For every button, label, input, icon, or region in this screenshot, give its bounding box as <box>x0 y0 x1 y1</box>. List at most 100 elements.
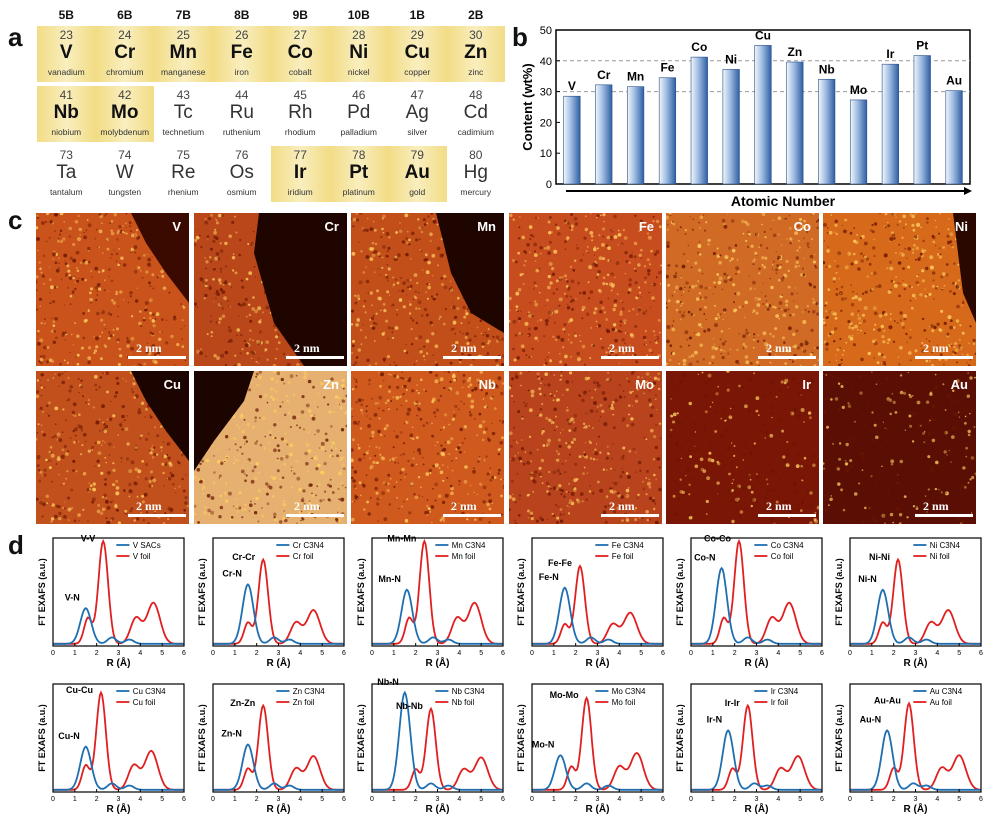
map-speckle <box>961 498 964 501</box>
map-speckle <box>907 351 912 355</box>
map-speckle <box>231 220 235 224</box>
map-speckle <box>492 380 495 383</box>
map-speckle <box>763 480 765 483</box>
map-speckle <box>733 454 736 457</box>
map-speckle <box>353 484 357 489</box>
map-speckle <box>840 309 843 312</box>
map-speckle <box>151 256 153 258</box>
bar <box>754 45 772 185</box>
map-speckle <box>610 283 615 288</box>
map-speckle <box>138 321 142 326</box>
map-speckle <box>673 513 676 516</box>
map-speckle <box>509 385 512 390</box>
map-speckle <box>772 305 775 309</box>
map-speckle <box>422 457 424 459</box>
map-speckle <box>919 380 922 383</box>
map-speckle <box>367 450 369 452</box>
map-speckle <box>655 341 658 344</box>
map-speckle <box>36 437 38 441</box>
map-speckle <box>297 415 300 418</box>
map-speckle <box>355 379 358 381</box>
map-speckle <box>41 221 45 225</box>
bar <box>881 63 899 185</box>
map-speckle <box>241 285 245 289</box>
map-speckle <box>331 441 335 444</box>
map-speckle <box>740 485 744 489</box>
map-speckle <box>387 355 390 359</box>
map-speckle <box>548 262 553 266</box>
map-speckle <box>866 275 869 278</box>
map-speckle <box>650 249 653 253</box>
map-speckle <box>402 281 406 286</box>
map-speckle <box>809 353 813 357</box>
map-speckle <box>123 231 126 235</box>
map-speckle <box>527 327 531 331</box>
map-speckle <box>404 519 409 523</box>
map-speckle <box>889 266 894 271</box>
map-speckle <box>655 219 660 224</box>
atomic-number: 77 <box>293 148 307 162</box>
map-speckle <box>530 476 534 480</box>
map-speckle <box>910 306 914 310</box>
map-speckle <box>553 249 558 254</box>
map-speckle <box>628 413 630 416</box>
map-speckle <box>156 276 159 279</box>
map-speckle <box>434 373 439 377</box>
map-speckle <box>430 213 434 215</box>
map-speckle <box>161 318 164 321</box>
map-speckle <box>309 483 313 487</box>
map-speckle <box>676 229 679 232</box>
map-speckle <box>951 245 954 249</box>
map-speckle <box>953 345 956 349</box>
map-speckle <box>109 334 113 338</box>
map-speckle <box>228 338 233 343</box>
map-speckle <box>695 481 697 483</box>
map-speckle <box>568 499 572 503</box>
map-speckle <box>104 424 109 429</box>
map-speckle <box>655 249 660 254</box>
map-speckle <box>392 336 395 340</box>
map-speckle <box>606 378 610 382</box>
map-speckle <box>746 222 750 227</box>
map-speckle <box>907 247 911 251</box>
map-speckle <box>437 264 440 267</box>
map-speckle <box>160 269 164 274</box>
map-speckle <box>943 430 947 435</box>
map-speckle <box>854 324 858 329</box>
map-speckle <box>432 297 436 301</box>
map-speckle <box>572 437 577 442</box>
map-speckle <box>785 217 788 219</box>
map-speckle <box>924 288 926 290</box>
map-speckle <box>972 338 976 343</box>
map-speckle <box>130 336 135 341</box>
map-speckle <box>298 426 302 429</box>
x-tick-label: 0 <box>211 650 215 657</box>
map-speckle <box>596 273 600 276</box>
map-speckle <box>194 302 197 306</box>
element-cell-molybdenum: 42 Mo molybdenum <box>95 86 154 142</box>
map-speckle <box>509 213 513 217</box>
map-speckle <box>141 460 144 463</box>
map-speckle <box>381 256 384 259</box>
map-speckle <box>259 330 262 333</box>
map-speckle <box>573 421 575 424</box>
map-speckle <box>715 392 719 396</box>
map-speckle <box>634 399 639 403</box>
map-speckle <box>598 234 601 237</box>
atomic-number: 43 <box>176 88 190 102</box>
map-speckle <box>540 518 544 522</box>
map-speckle <box>595 320 598 323</box>
map-speckle <box>568 420 572 424</box>
map-speckle <box>465 309 467 312</box>
element-cell-platinum: 78 Pt platinum <box>329 146 388 202</box>
map-speckle <box>77 513 81 517</box>
map-speckle <box>948 450 950 452</box>
map-speckle <box>610 235 613 238</box>
map-speckle <box>75 470 78 473</box>
map-speckle <box>605 318 609 321</box>
map-speckle <box>806 230 809 233</box>
map-speckle <box>886 491 890 495</box>
map-speckle <box>867 404 870 408</box>
map-speckle <box>379 497 382 500</box>
map-speckle <box>242 466 244 468</box>
